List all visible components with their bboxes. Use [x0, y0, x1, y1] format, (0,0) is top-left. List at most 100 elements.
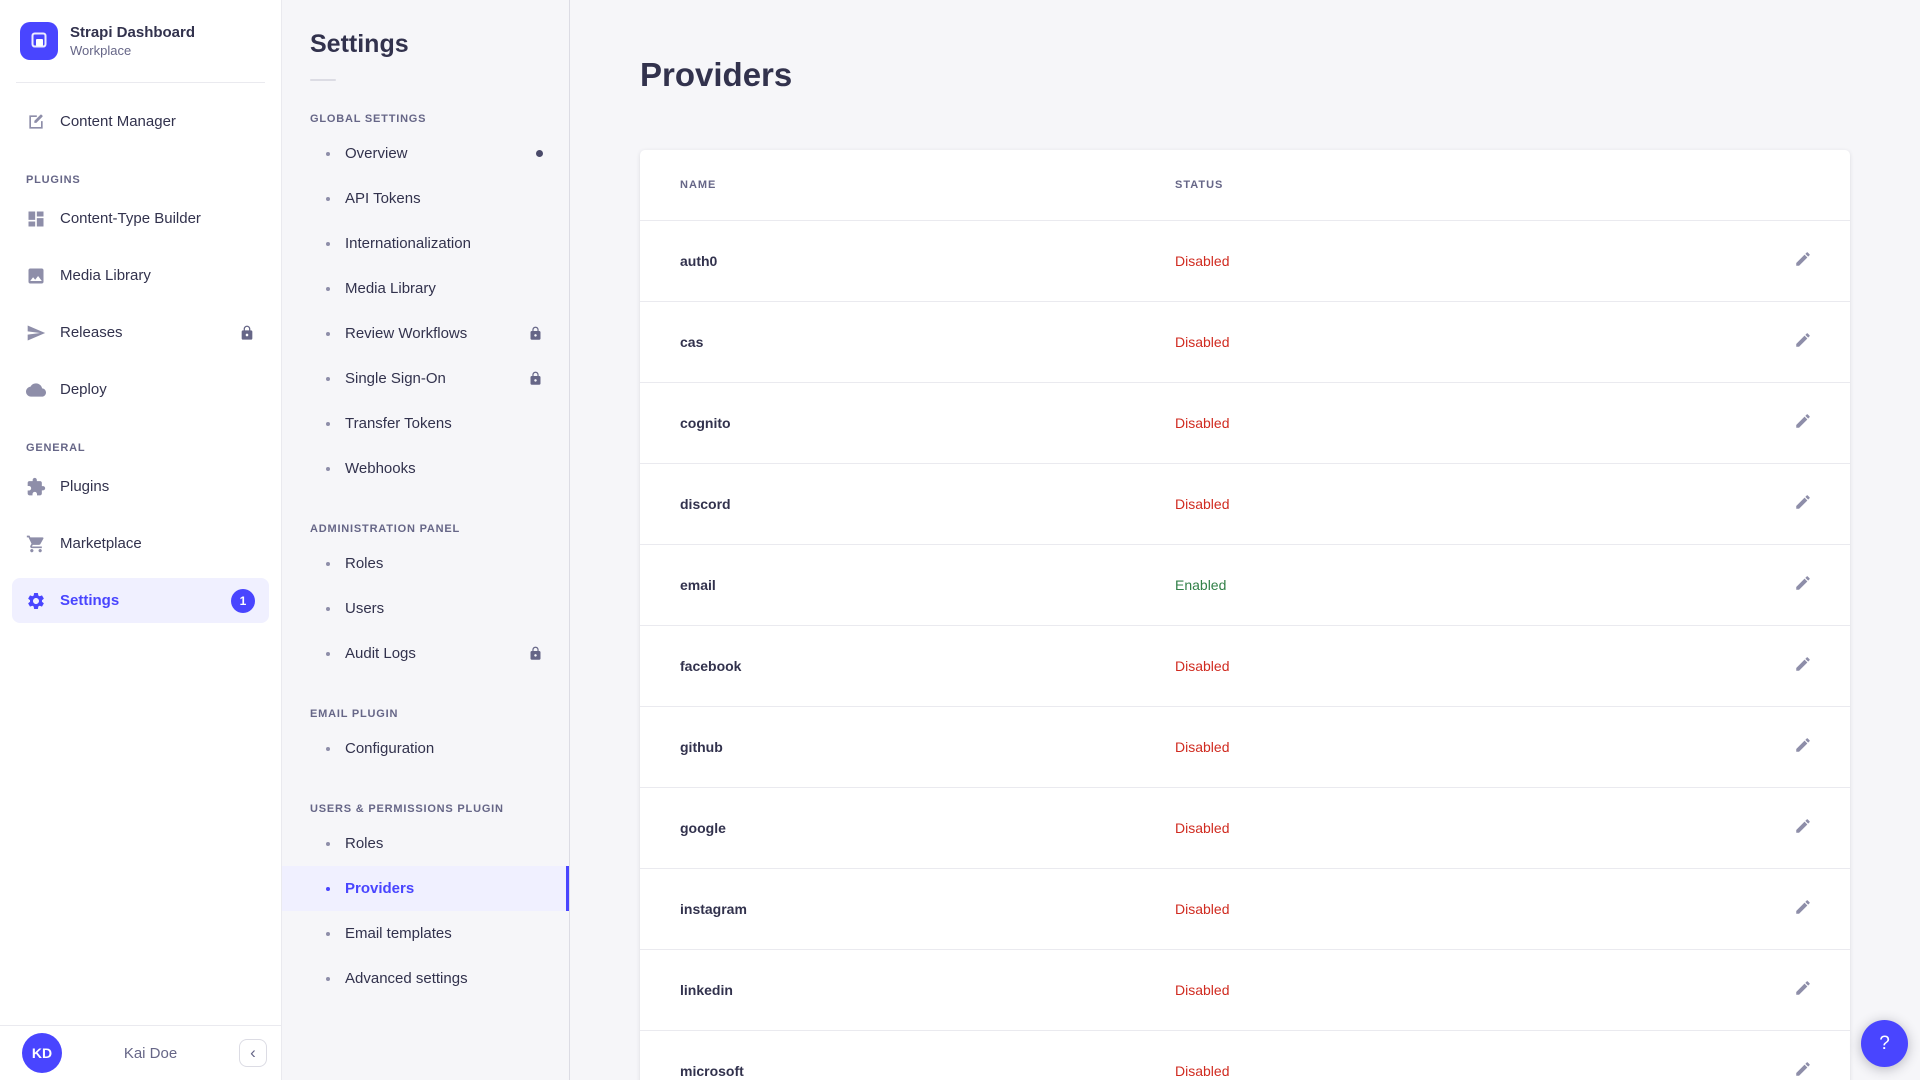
- subnav-item-roles[interactable]: Roles: [282, 541, 569, 586]
- edit-provider-button[interactable]: [1786, 728, 1820, 765]
- subnav-item-single-sign-on[interactable]: Single Sign-On: [282, 356, 569, 401]
- subnav-item-label: Webhooks: [345, 460, 416, 477]
- provider-status: Disabled: [1175, 252, 1230, 269]
- provider-status: Disabled: [1175, 414, 1230, 431]
- provider-name: auth0: [680, 252, 718, 269]
- bullet-icon: [326, 651, 330, 656]
- provider-row-google: google Disabled: [640, 786, 1850, 868]
- subnav-item-label: Audit Logs: [345, 645, 416, 662]
- bullet-icon: [326, 241, 330, 246]
- sidebar-item-label: Media Library: [60, 267, 151, 284]
- bullet-icon: [326, 331, 330, 336]
- provider-status: Enabled: [1175, 576, 1227, 593]
- collapse-sidebar-button[interactable]: ‹: [239, 1039, 267, 1067]
- subnav-item-webhooks[interactable]: Webhooks: [282, 446, 569, 491]
- subnav-item-roles[interactable]: Roles: [282, 821, 569, 866]
- pencil-icon: [1794, 493, 1812, 514]
- provider-name: linkedin: [680, 981, 733, 998]
- subnav-item-transfer-tokens[interactable]: Transfer Tokens: [282, 401, 569, 446]
- sidebar-item-label: Deploy: [60, 381, 107, 398]
- subnav-item-configuration[interactable]: Configuration: [282, 726, 569, 771]
- help-button[interactable]: ?: [1861, 1020, 1908, 1067]
- bullet-icon: [326, 376, 330, 381]
- provider-row-discord: discord Disabled: [640, 462, 1850, 544]
- title-underline: [310, 79, 336, 81]
- lock-icon: [528, 326, 543, 341]
- provider-row-microsoft: microsoft Disabled: [640, 1029, 1850, 1080]
- sidebar-item-plugins[interactable]: Plugins: [12, 464, 269, 509]
- edit-provider-button[interactable]: [1786, 404, 1820, 441]
- sidebar-item-releases[interactable]: Releases: [12, 310, 269, 355]
- sidebar-item-label: Content-Type Builder: [60, 210, 201, 227]
- subnav-item-label: Review Workflows: [345, 325, 468, 342]
- subnav-item-review-workflows[interactable]: Review Workflows: [282, 311, 569, 356]
- edit-provider-button[interactable]: [1786, 809, 1820, 846]
- subnav-item-label: Internationalization: [345, 235, 471, 252]
- sidebar-item-media-library[interactable]: Media Library: [12, 253, 269, 298]
- subnav-item-users[interactable]: Users: [282, 586, 569, 631]
- edit-provider-button[interactable]: [1786, 242, 1820, 279]
- subnav-item-internationalization[interactable]: Internationalization: [282, 221, 569, 266]
- sidebar-item-marketplace[interactable]: Marketplace: [12, 521, 269, 566]
- subnav-title: Settings: [310, 30, 409, 58]
- provider-status: Disabled: [1175, 657, 1230, 674]
- subnav-item-advanced-settings[interactable]: Advanced settings: [282, 956, 569, 1001]
- provider-row-cognito: cognito Disabled: [640, 381, 1850, 463]
- pencil-icon: [1794, 1060, 1812, 1080]
- subnav-section-label: USERS & PERMISSIONS PLUGIN: [310, 803, 504, 815]
- workspace-header[interactable]: Strapi Dashboard Workplace: [0, 0, 281, 82]
- subnav-item-audit-logs[interactable]: Audit Logs: [282, 631, 569, 676]
- subnav-item-label: Overview: [345, 145, 408, 162]
- sidebar-item-settings[interactable]: Settings 1: [12, 578, 269, 623]
- subnav-item-media-library[interactable]: Media Library: [282, 266, 569, 311]
- subnav-section-label: ADMINISTRATION PANEL: [310, 523, 461, 535]
- provider-name: google: [680, 819, 726, 836]
- edit-provider-button[interactable]: [1786, 647, 1820, 684]
- main-nav: Content Manager PLUGINS Content-Type Build…: [0, 83, 281, 1025]
- cloud-icon: [26, 380, 46, 400]
- edit-provider-button[interactable]: [1786, 1052, 1820, 1080]
- bullet-icon: [326, 151, 330, 156]
- provider-name: facebook: [680, 657, 742, 674]
- subnav-item-providers[interactable]: Providers: [282, 866, 569, 911]
- pencil-icon: [1794, 655, 1812, 676]
- subnav-item-label: Users: [345, 600, 385, 617]
- edit-provider-button[interactable]: [1786, 566, 1820, 603]
- cart-icon: [26, 534, 46, 554]
- subnav-item-api-tokens[interactable]: API Tokens: [282, 176, 569, 221]
- subnav-item-label: Roles: [345, 555, 384, 572]
- column-header-status: STATUS: [1175, 178, 1224, 191]
- image-icon: [26, 266, 46, 286]
- provider-status: Disabled: [1175, 495, 1230, 512]
- provider-status: Disabled: [1175, 333, 1230, 350]
- provider-row-github: github Disabled: [640, 705, 1850, 787]
- sidebar-item-deploy[interactable]: Deploy: [12, 367, 269, 412]
- bullet-icon: [326, 976, 330, 981]
- subnav-section-label: GLOBAL SETTINGS: [310, 113, 427, 125]
- bullet-icon: [326, 841, 330, 846]
- sidebar-item-content-manager[interactable]: Content Manager: [12, 99, 269, 144]
- pen-icon: [26, 112, 46, 132]
- pencil-icon: [1794, 736, 1812, 757]
- subnav-item-label: Media Library: [345, 280, 436, 297]
- edit-provider-button[interactable]: [1786, 971, 1820, 1008]
- bullet-icon: [326, 886, 330, 891]
- sidebar-section-label: PLUGINS: [26, 174, 81, 186]
- bullet-icon: [326, 746, 330, 751]
- edit-provider-button[interactable]: [1786, 323, 1820, 360]
- avatar[interactable]: KD: [22, 1033, 62, 1073]
- edit-provider-button[interactable]: [1786, 890, 1820, 927]
- provider-name: discord: [680, 495, 731, 512]
- provider-row-email: email Enabled: [640, 543, 1850, 625]
- sidebar-item-content-type-builder[interactable]: Content-Type Builder: [12, 196, 269, 241]
- subnav-item-label: Providers: [345, 880, 415, 897]
- bullet-icon: [326, 196, 330, 201]
- pencil-icon: [1794, 250, 1812, 271]
- strapi-logo: [20, 22, 58, 60]
- provider-row-facebook: facebook Disabled: [640, 624, 1850, 706]
- subnav-item-email-templates[interactable]: Email templates: [282, 911, 569, 956]
- subnav-item-label: Transfer Tokens: [345, 415, 452, 432]
- edit-provider-button[interactable]: [1786, 485, 1820, 522]
- subnav-item-overview[interactable]: Overview: [282, 131, 569, 176]
- sidebar-item-label: Settings: [60, 592, 120, 609]
